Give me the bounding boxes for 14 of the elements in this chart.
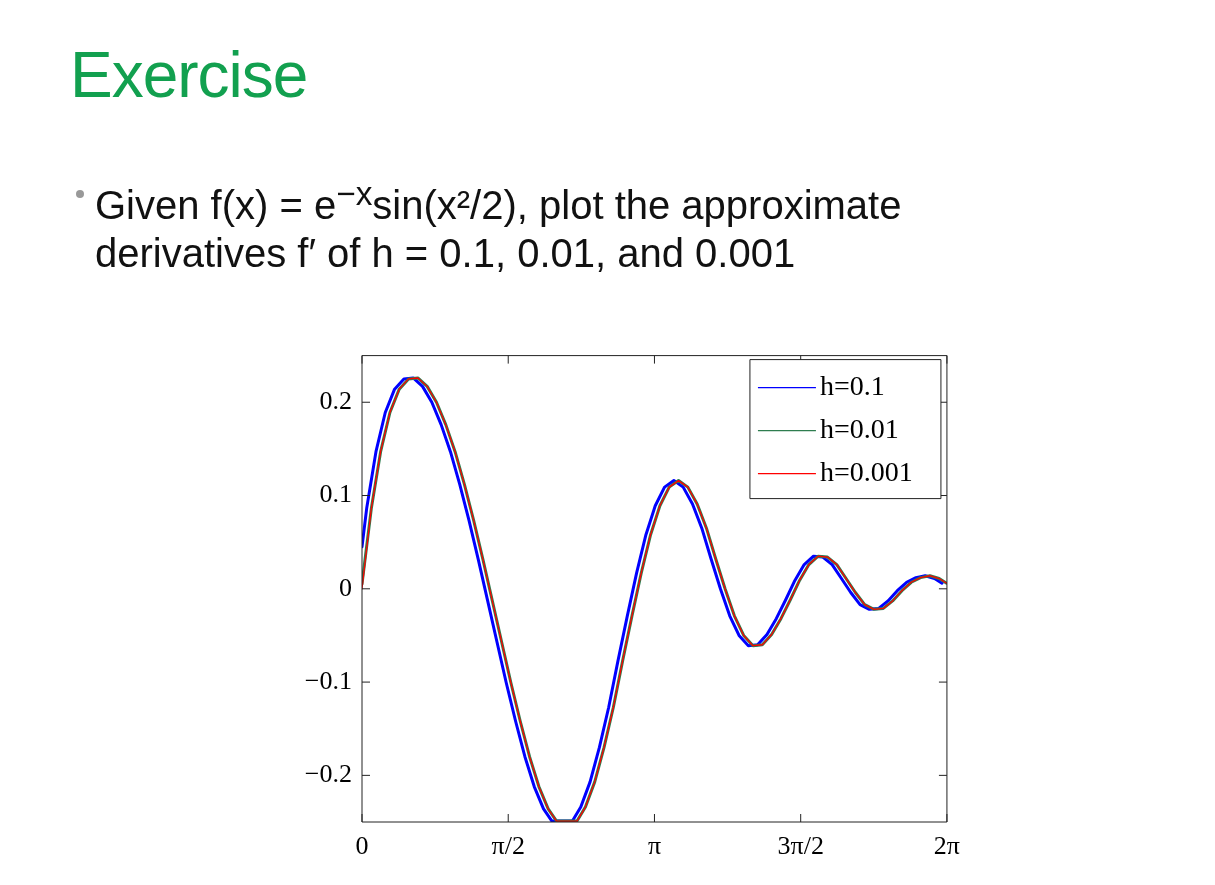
x-tick-label: 3π/2 <box>777 831 824 861</box>
x-tick-label: π <box>647 831 662 861</box>
x-tick-label: π/2 <box>491 831 525 861</box>
legend-label: h=0.01 <box>819 412 899 444</box>
legend-label: h=0.1 <box>819 369 885 401</box>
chart-title: Exercise <box>70 38 308 112</box>
legend-label: h=0.001 <box>819 455 913 487</box>
y-tick-label: 0.2 <box>319 386 352 416</box>
x-tick-label: 2π <box>933 831 961 861</box>
y-tick-label: −0.1 <box>304 665 352 695</box>
y-tick-label: −0.2 <box>304 759 352 789</box>
chart-subtitle: Given f(x) = e$^{−x}$sin(x²/2), plot the approximate derivatives f′ of h = 0.1, 0.01, and 0.001 <box>95 174 903 278</box>
y-tick-label: 0.1 <box>319 479 352 509</box>
y-tick-label: 0 <box>339 572 352 602</box>
